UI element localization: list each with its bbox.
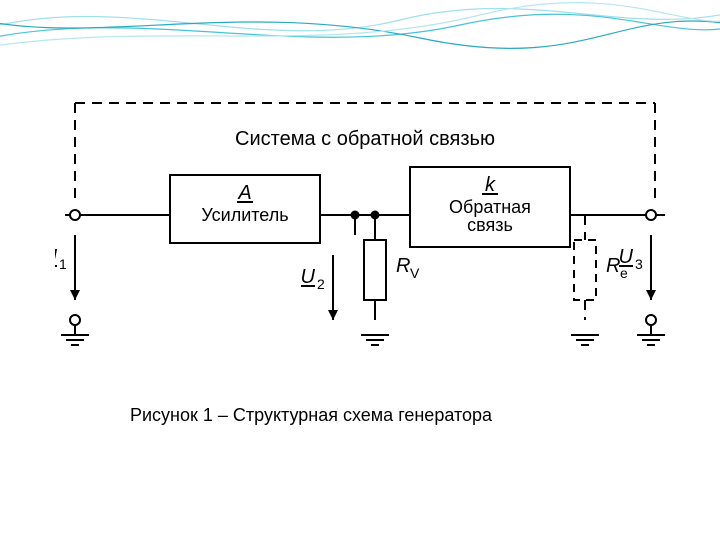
svg-text:k: k [485, 174, 496, 196]
svg-text:A: A [237, 182, 251, 204]
figure-caption: Рисунок 1 – Структурная схема генератора [130, 405, 492, 426]
block-diagram: Система с обратной связью AУсилитель kОбра… [55, 85, 675, 385]
svg-text:U: U [619, 246, 634, 268]
svg-text:связь: связь [467, 215, 513, 235]
svg-text:V: V [410, 265, 420, 281]
wave-decoration [0, 0, 720, 60]
svg-text:Усилитель: Усилитель [201, 205, 288, 225]
svg-text:2: 2 [317, 276, 325, 292]
svg-text:Система с обратной связью: Система с обратной связью [235, 128, 495, 150]
svg-text:Обратная: Обратная [449, 197, 531, 217]
svg-text:U: U [55, 246, 58, 268]
svg-text:3: 3 [635, 256, 643, 272]
svg-text:U: U [301, 266, 316, 288]
svg-text:1: 1 [59, 256, 67, 272]
svg-text:R: R [396, 255, 410, 277]
